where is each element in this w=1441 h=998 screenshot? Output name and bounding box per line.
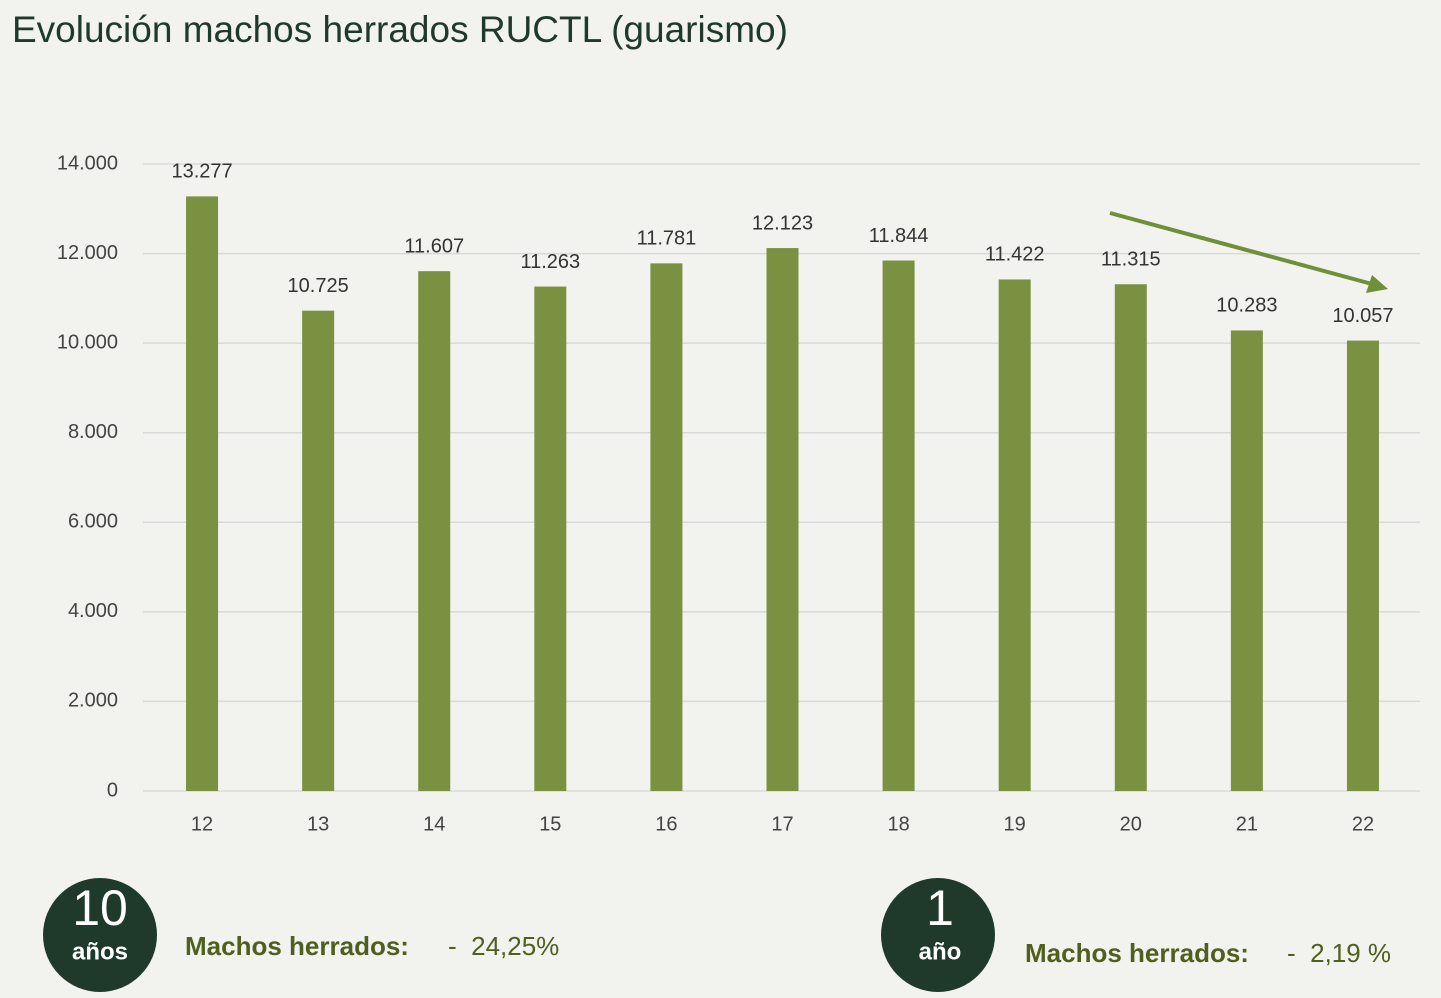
y-tick-label: 2.000 xyxy=(68,690,118,712)
data-label: 13.277 xyxy=(171,161,232,183)
summary-label: Machos herrados: xyxy=(1025,938,1249,968)
x-tick-label: 22 xyxy=(1352,813,1374,835)
badge xyxy=(43,878,157,992)
x-tick-label: 18 xyxy=(887,813,909,835)
x-tick-label: 17 xyxy=(771,813,793,835)
bar xyxy=(302,310,335,791)
bar xyxy=(998,279,1031,791)
data-label: 12.123 xyxy=(752,212,813,234)
x-tick-label: 13 xyxy=(307,813,329,835)
y-tick-label: 14.000 xyxy=(57,152,118,174)
data-label: 11.263 xyxy=(520,251,580,273)
bar xyxy=(534,286,567,791)
x-tick-label: 14 xyxy=(423,813,445,835)
x-tick-label: 15 xyxy=(539,813,561,835)
data-label: 11.315 xyxy=(1101,249,1161,271)
bar xyxy=(1230,330,1263,791)
bar xyxy=(650,263,683,791)
summary-value: - 2,19 % xyxy=(1287,938,1391,968)
summary-right: 1 año Machos herrados: - 2,19 % xyxy=(881,878,1391,992)
data-label: 11.781 xyxy=(637,228,697,250)
bar xyxy=(1346,340,1379,791)
data-label: 10.283 xyxy=(1216,295,1277,317)
x-tick-label: 21 xyxy=(1236,813,1258,835)
arrow-line xyxy=(1109,211,1373,286)
arrow-head xyxy=(1366,275,1388,293)
y-tick-label: 4.000 xyxy=(68,600,118,622)
data-label: 10.725 xyxy=(288,275,349,297)
y-tick-label: 6.000 xyxy=(68,511,118,533)
x-tick-label: 16 xyxy=(655,813,677,835)
bar xyxy=(882,260,915,792)
badge-unit: años xyxy=(72,938,128,965)
y-tick-label: 12.000 xyxy=(57,242,118,264)
bar xyxy=(766,248,799,791)
data-label: 11.422 xyxy=(985,244,1045,266)
chart-title: Evolución machos herrados RUCTL (guarism… xyxy=(12,9,788,50)
bar xyxy=(1114,284,1147,791)
x-tick-label: 12 xyxy=(191,813,213,835)
x-tick-label: 20 xyxy=(1120,813,1142,835)
badge-number: 10 xyxy=(72,880,128,936)
data-label: 11.607 xyxy=(404,235,464,257)
badge-unit: año xyxy=(919,938,962,965)
summary-left: 10 años Machos herrados: - 24,25% xyxy=(43,878,559,992)
badge xyxy=(881,878,995,992)
y-tick-label: 0 xyxy=(107,779,118,801)
bar xyxy=(418,271,451,791)
summary-value: - 24,25% xyxy=(448,931,559,961)
summary-label: Machos herrados: xyxy=(185,931,409,961)
y-tick-label: 10.000 xyxy=(57,331,118,353)
plot: 0 2.000 4.000 6.000 8.000 10.000 12.000 14.000 1… xyxy=(57,152,1420,835)
bar xyxy=(186,196,219,791)
x-tick-label: 19 xyxy=(1004,813,1026,835)
badge-number: 1 xyxy=(926,880,954,936)
data-label: 10.057 xyxy=(1332,305,1393,327)
data-label: 11.844 xyxy=(869,225,929,247)
y-tick-label: 8.000 xyxy=(68,421,118,443)
trend-arrow xyxy=(1109,211,1388,293)
